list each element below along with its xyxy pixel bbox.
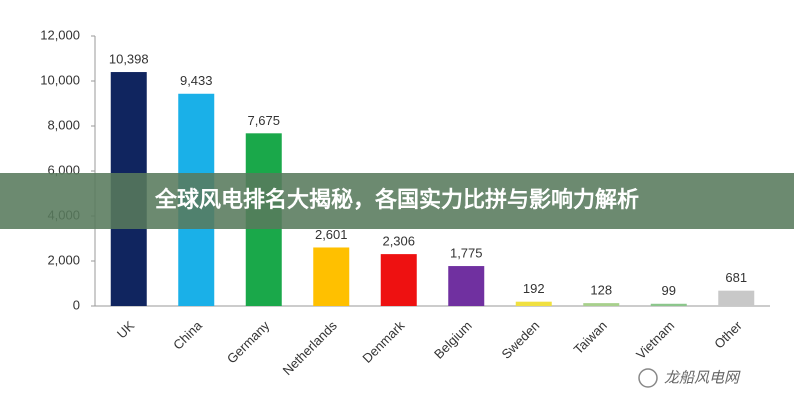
value-label: 2,601 [315, 227, 348, 242]
y-tick-label: 8,000 [47, 117, 80, 132]
bar [448, 266, 485, 306]
x-tick-label: Sweden [498, 318, 542, 362]
value-label: 128 [590, 283, 612, 298]
y-tick-label: 12,000 [40, 27, 80, 42]
x-tick-label: Taiwan [571, 318, 610, 357]
banner-background [0, 173, 794, 229]
x-tick-label: Germany [224, 318, 273, 367]
x-tick-label: Denmark [359, 318, 407, 366]
x-tick-label: UK [114, 318, 138, 342]
y-tick-label: 0 [73, 297, 80, 312]
x-tick-label: Belgium [431, 318, 475, 362]
bar [515, 301, 552, 306]
value-label: 99 [662, 283, 676, 298]
x-tick-label: Vietnam [633, 318, 677, 362]
bar [650, 303, 687, 306]
value-label: 9,433 [180, 73, 213, 88]
bar [583, 303, 620, 306]
y-tick-label: 10,000 [40, 72, 80, 87]
y-tick-label: 2,000 [47, 252, 80, 267]
watermark: 龙船风电网 [664, 369, 741, 387]
x-tick-label: China [170, 317, 205, 352]
value-label: 681 [725, 270, 747, 285]
banner-title: 全球风电排名大揭秘，各国实力比拼与影响力解析 [154, 187, 639, 213]
value-label: 192 [523, 281, 545, 296]
bar [313, 247, 350, 306]
x-tick-label: Netherlands [280, 318, 341, 379]
value-label: 2,306 [382, 234, 415, 249]
value-label: 1,775 [450, 246, 483, 261]
bar [718, 290, 755, 306]
value-label: 10,398 [109, 51, 149, 66]
x-tick-label: Other [711, 317, 745, 351]
value-label: 7,675 [247, 113, 280, 128]
watermark-icon [638, 368, 658, 388]
bar [380, 254, 417, 306]
